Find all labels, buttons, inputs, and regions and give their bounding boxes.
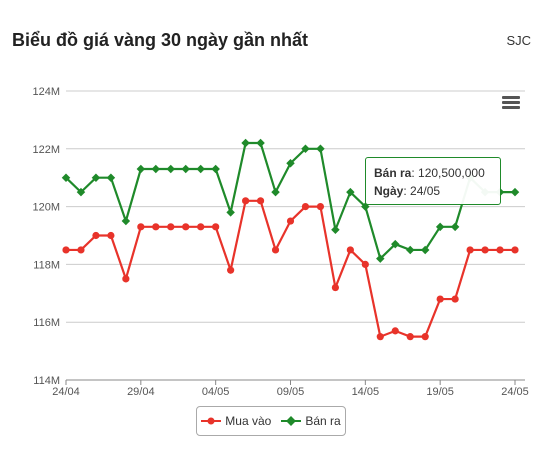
x-tick-label: 14/05 [352, 386, 380, 398]
data-point-sell[interactable] [450, 222, 460, 232]
legend-sell-marker [281, 416, 302, 426]
data-point-sell[interactable] [196, 164, 205, 174]
data-point-sell[interactable] [271, 187, 280, 197]
x-tick-label: 29/04 [127, 386, 155, 398]
data-point-sell[interactable] [405, 245, 415, 255]
data-point-buy[interactable] [271, 246, 280, 254]
data-point-buy[interactable] [92, 231, 100, 240]
legend-item-sell[interactable]: Bán ra [281, 414, 341, 428]
data-point-buy[interactable] [227, 266, 235, 274]
y-tick-label: 116M [33, 317, 60, 329]
tooltip-sell-value: 120,500,000 [418, 166, 485, 180]
data-point-sell[interactable] [331, 225, 340, 234]
x-tick-label: 04/05 [202, 386, 230, 398]
y-axis-ticks: 114M 116M 118M 120M 122M 124M [32, 86, 60, 387]
data-point-buy[interactable] [316, 203, 325, 211]
data-point-buy[interactable] [361, 260, 369, 268]
data-point-sell[interactable] [256, 138, 265, 148]
data-point-sell[interactable] [61, 173, 71, 182]
chart-tooltip: Bán ra: 120,500,000 Ngày: 24/05 [365, 157, 501, 205]
data-point-sell[interactable] [151, 164, 161, 174]
x-tick-label: 24/04 [52, 386, 80, 398]
tooltip-date-label: Ngày [374, 184, 404, 198]
data-point-sell[interactable] [91, 173, 101, 182]
data-point-buy[interactable] [496, 246, 504, 254]
data-point-sell[interactable] [391, 239, 400, 249]
data-point-sell[interactable] [226, 208, 235, 217]
x-axis-ticks: 24/04 29/04 04/05 09/05 14/05 19/05 24/05 [52, 380, 529, 398]
data-point-sell[interactable] [376, 254, 385, 263]
data-point-buy[interactable] [137, 223, 145, 231]
legend-item-buy[interactable]: Mua vào [201, 414, 271, 428]
data-point-sell[interactable] [435, 222, 445, 232]
data-point-sell[interactable] [346, 187, 355, 197]
legend-buy-label: Mua vào [225, 414, 272, 428]
data-point-sell[interactable] [166, 164, 176, 174]
data-point-sell[interactable] [106, 173, 116, 182]
data-point-buy[interactable] [256, 197, 265, 205]
data-point-sell[interactable] [136, 164, 146, 174]
menu-icon[interactable] [502, 96, 520, 110]
data-point-buy[interactable] [331, 283, 339, 292]
chart-title: Biểu đồ giá vàng 30 ngày gần nhất [12, 30, 309, 50]
data-point-sell[interactable] [510, 187, 520, 197]
data-point-buy[interactable] [376, 333, 384, 341]
data-point-sell[interactable] [301, 144, 310, 154]
data-point-buy[interactable] [391, 327, 399, 335]
legend-buy-marker [201, 417, 222, 425]
data-point-buy[interactable] [152, 223, 160, 231]
data-point-buy[interactable] [421, 333, 429, 341]
data-point-buy[interactable] [466, 246, 474, 254]
data-point-buy[interactable] [182, 223, 190, 231]
data-point-buy[interactable] [481, 246, 489, 254]
chart-grid [66, 90, 525, 381]
data-point-buy[interactable] [242, 197, 250, 205]
data-point-buy[interactable] [167, 223, 175, 231]
y-tick-label: 118M [33, 259, 60, 271]
tooltip-date-value: 24/05 [410, 184, 441, 198]
data-point-sell[interactable] [121, 216, 131, 226]
data-point-sell[interactable] [241, 138, 250, 148]
data-point-buy[interactable] [286, 217, 295, 225]
x-tick-label: 19/05 [426, 386, 454, 398]
x-tick-label: 24/05 [501, 386, 529, 398]
data-point-buy[interactable] [62, 246, 70, 254]
brand-label: SJC [506, 33, 531, 48]
data-point-buy[interactable] [107, 231, 115, 240]
y-tick-label: 120M [32, 202, 60, 214]
data-point-buy[interactable] [77, 246, 85, 254]
data-point-buy[interactable] [451, 295, 459, 303]
data-point-sell[interactable] [286, 159, 295, 168]
data-point-buy[interactable] [212, 223, 220, 231]
legend-sell-label: Bán ra [305, 414, 341, 428]
data-point-sell[interactable] [181, 164, 190, 174]
data-point-buy[interactable] [122, 275, 130, 283]
data-point-buy[interactable] [346, 246, 354, 254]
data-point-sell[interactable] [316, 144, 325, 154]
y-tick-label: 114M [33, 375, 60, 387]
data-point-sell[interactable] [211, 164, 220, 174]
x-tick-label: 09/05 [277, 386, 305, 398]
data-point-buy[interactable] [406, 333, 414, 341]
tooltip-sell-label: Bán ra [374, 166, 412, 180]
data-point-buy[interactable] [436, 295, 444, 303]
chart-legend: Mua vào Bán ra [196, 406, 346, 436]
data-point-buy[interactable] [301, 203, 310, 211]
y-tick-label: 122M [32, 144, 60, 156]
data-point-sell[interactable] [420, 245, 430, 255]
data-point-buy[interactable] [197, 223, 205, 231]
data-point-sell[interactable] [76, 187, 86, 197]
data-point-buy[interactable] [511, 246, 519, 254]
y-tick-label: 124M [32, 86, 60, 98]
